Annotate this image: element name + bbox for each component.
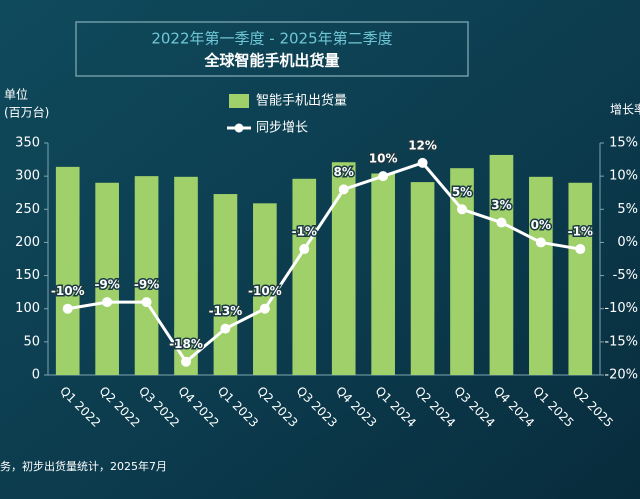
chart-title: 2022年第一季度 - 2025年第二季度 (151, 30, 392, 48)
line-marker (259, 303, 270, 314)
y2-tick-label: -5% (613, 268, 638, 283)
y2-tick-label: -10% (604, 301, 638, 316)
y-axis-label: (百万台) (4, 105, 49, 120)
data-label: 5% (452, 185, 472, 199)
line (67, 161, 581, 364)
data-label: 3% (491, 198, 511, 212)
data-label: 10% (369, 152, 398, 166)
bar (410, 182, 435, 375)
bar (292, 178, 317, 375)
y2-tick-label: 0% (617, 235, 638, 250)
line-marker (417, 157, 428, 168)
bar (371, 173, 395, 375)
data-label: -9% (134, 278, 159, 292)
line-marker (338, 184, 349, 195)
y-tick-label: 250 (15, 202, 40, 217)
y-tick-label: 100 (15, 301, 40, 316)
data-label: -10% (51, 284, 85, 298)
data-label: 0% (531, 218, 551, 232)
source-note: 务，初步出货量统计，2025年7月 (0, 459, 167, 473)
y2-tick-label: -15% (604, 334, 638, 349)
y-tick-label: 350 (15, 136, 40, 151)
title-box (75, 21, 469, 77)
bar (174, 176, 198, 375)
bar (568, 182, 593, 375)
bar (331, 162, 356, 375)
data-label: -1% (292, 225, 317, 239)
data-label: -13% (209, 304, 243, 318)
line-marker (299, 244, 310, 255)
line-marker (535, 237, 546, 248)
bar (489, 154, 514, 375)
legend-swatch (229, 94, 249, 108)
data-label: -10% (248, 284, 282, 298)
line-marker (378, 171, 389, 182)
y-tick-label: 50 (23, 334, 40, 349)
y2-tick-label: 10% (609, 169, 638, 184)
y2-tick-label: 5% (617, 202, 638, 217)
legend-label: 同步增长 (256, 121, 308, 136)
data-label: -9% (94, 278, 119, 292)
line-marker (141, 297, 152, 308)
y2-tick-label: 15% (609, 136, 638, 151)
bar (95, 182, 119, 375)
line-marker (496, 217, 507, 228)
data-label: -18% (169, 337, 203, 351)
legend-label: 智能手机出货量 (256, 93, 347, 109)
y-tick-label: 200 (15, 235, 40, 250)
data-label: 8% (334, 165, 354, 179)
data-label: 12% (408, 138, 437, 152)
chart-subtitle: 全球智能手机出货量 (203, 52, 339, 70)
line-marker (220, 323, 231, 334)
y-tick-label: 300 (15, 169, 40, 184)
y-axis-label: 单位 (4, 87, 28, 102)
bar (450, 168, 474, 375)
bar (529, 176, 553, 375)
data-label: -1% (568, 225, 593, 239)
line-marker (575, 244, 586, 255)
line-marker (457, 204, 467, 215)
y2-axis-label: 增长率 (610, 102, 640, 117)
legend-swatch (234, 123, 244, 133)
y-tick-label: 0 (32, 368, 40, 383)
bar (253, 203, 277, 375)
line-marker (181, 356, 191, 367)
line-marker (62, 303, 73, 314)
y-tick-label: 150 (15, 268, 40, 283)
y2-tick-label: -20% (604, 368, 638, 383)
bar (55, 166, 80, 375)
bar (134, 176, 159, 375)
bar (213, 194, 238, 375)
line-marker (102, 297, 113, 308)
